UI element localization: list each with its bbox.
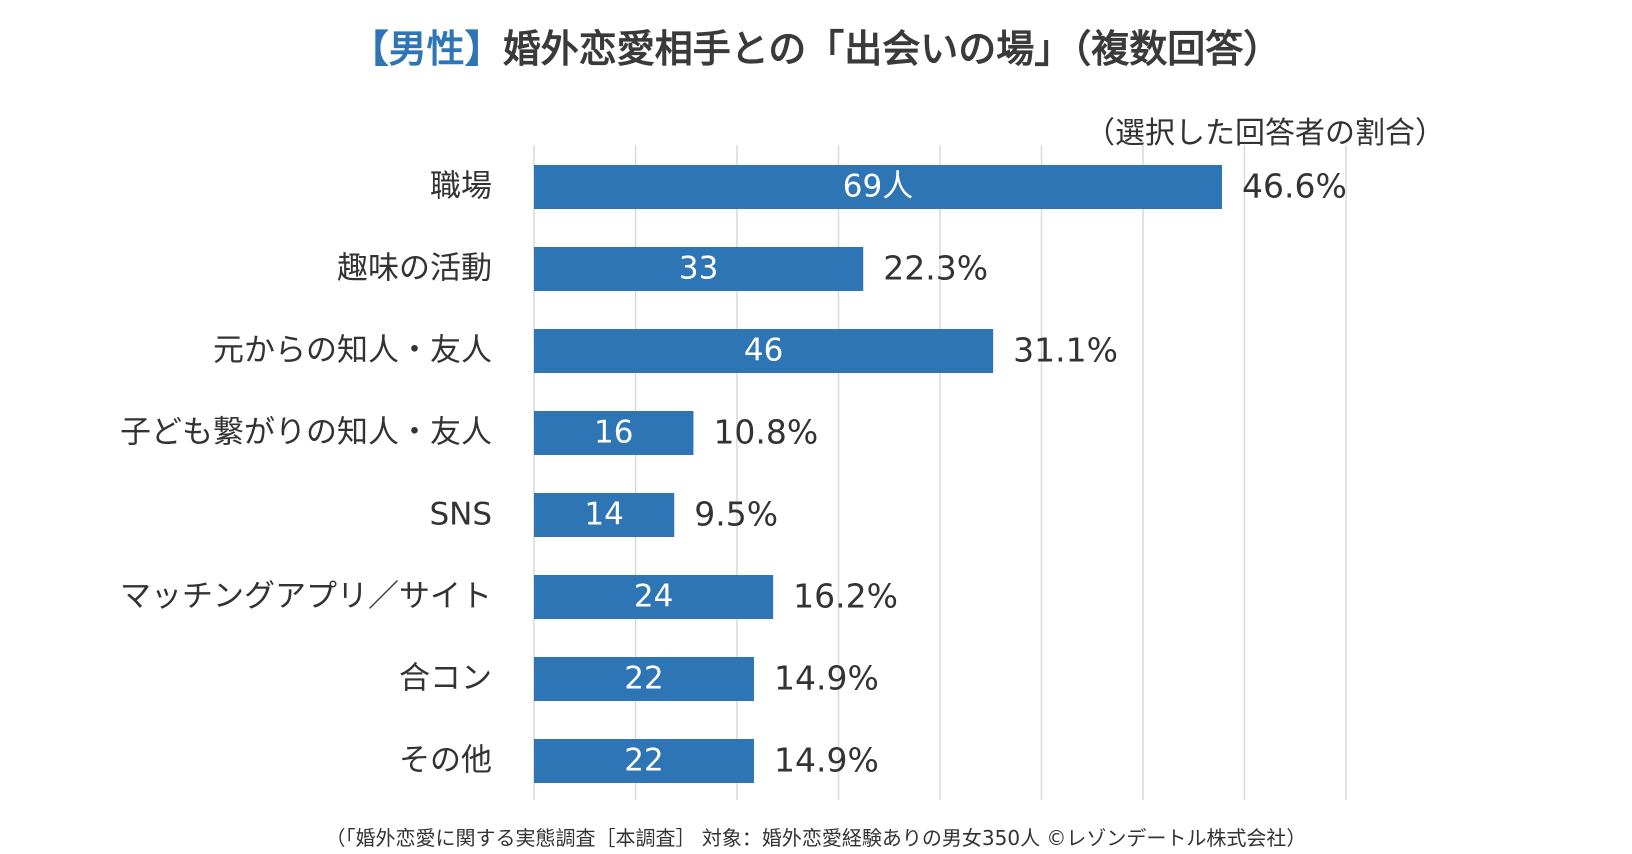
bar-count-label: 22 [624, 661, 663, 697]
bar-count-label: 69人 [843, 169, 913, 205]
bar [534, 411, 694, 455]
bar-percent-label: 46.6% [1242, 167, 1347, 206]
bar-count-label: 14 [584, 497, 623, 533]
bar-percent-label: 14.9% [774, 659, 879, 698]
bar [534, 247, 864, 291]
bar [534, 165, 1222, 209]
bar [534, 575, 774, 619]
category-label: 職場 [430, 169, 492, 205]
category-label: 趣味の活動 [337, 251, 492, 287]
bar [534, 493, 675, 537]
bar [534, 657, 754, 701]
bar [534, 329, 994, 373]
bar-percent-label: 22.3% [883, 249, 988, 288]
bar-percent-label: 16.2% [793, 577, 898, 616]
bar-count-label: 24 [634, 579, 673, 615]
title-main: 婚外恋愛相手との「出会いの場」（複数回答） [502, 27, 1282, 71]
title-highlight: 【男性】 [350, 27, 503, 71]
category-label: 合コン [399, 661, 492, 697]
footnote: （「婚外恋愛に関する実態調査［本調査］ 対象：婚外恋愛経験ありの男女350人 ©… [325, 826, 1307, 850]
bar-count-label: 22 [624, 743, 663, 779]
chart-title: 【男性】婚外恋愛相手との「出会いの場」（複数回答） [0, 18, 1632, 73]
bar-percent-label: 10.8% [713, 413, 818, 452]
bar-count-label: 16 [594, 415, 633, 451]
bar-count-label: 46 [744, 333, 783, 369]
bar-count-label: 33 [679, 251, 718, 287]
bar-percent-label: 31.1% [1013, 331, 1118, 370]
category-label: マッチングアプリ／サイト [120, 579, 492, 615]
unit-note: （選択した回答者の割合） [1085, 116, 1445, 151]
bar [534, 739, 754, 783]
category-label: SNS [429, 497, 492, 533]
bar-percent-label: 14.9% [774, 741, 879, 780]
category-label: 元からの知人・友人 [213, 333, 492, 369]
bar-percent-label: 9.5% [694, 495, 778, 534]
category-label: 子ども繋がりの知人・友人 [120, 415, 492, 451]
category-label: その他 [399, 743, 492, 779]
